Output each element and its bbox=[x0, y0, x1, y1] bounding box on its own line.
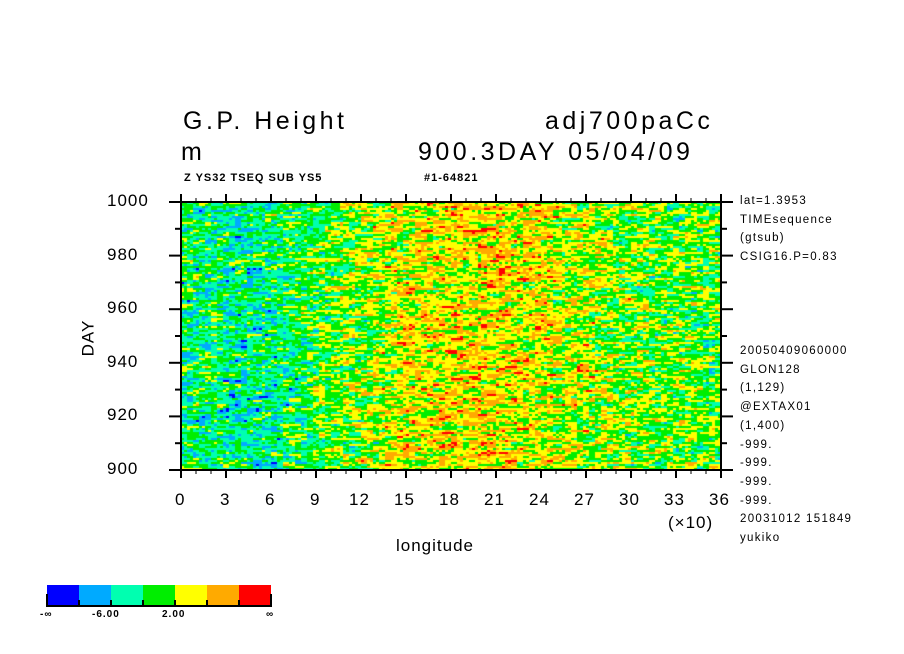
colorbar-tick bbox=[46, 594, 48, 606]
colorbar-label: ∞ bbox=[266, 609, 275, 620]
y-tick-label: 920 bbox=[107, 405, 139, 425]
x-tick-label: 0 bbox=[175, 490, 186, 509]
info-line: 20031012 151849 bbox=[740, 513, 853, 526]
x-axis-label: longitude bbox=[396, 536, 475, 555]
info-line: -999. bbox=[740, 457, 773, 470]
subtitle-right: #1-64821 bbox=[424, 172, 479, 184]
y-tick-label: 960 bbox=[107, 298, 139, 318]
x-tick-label: 33 bbox=[664, 490, 685, 509]
info-line: -999. bbox=[740, 475, 773, 488]
info-line: CSIG16.P=0.83 bbox=[740, 251, 838, 264]
colorbar-swatch bbox=[47, 585, 79, 607]
info-line: (1,400) bbox=[740, 419, 786, 432]
info-line: (gtsub) bbox=[740, 232, 785, 245]
colorbar-swatch bbox=[79, 585, 111, 607]
plot-title: G.P. Height bbox=[183, 107, 348, 135]
colorbar-swatch bbox=[175, 585, 207, 607]
info-line: lat=1.3953 bbox=[740, 195, 808, 207]
heatmap-field bbox=[181, 202, 721, 470]
colorbar-swatch bbox=[143, 585, 175, 607]
x-tick-label: 27 bbox=[574, 490, 595, 509]
info-line: @EXTAX01 bbox=[740, 401, 812, 414]
x-tick-label: 24 bbox=[529, 490, 550, 509]
x-scale-label: (×10) bbox=[668, 513, 714, 532]
info-line: yukiko bbox=[740, 532, 781, 544]
colorbar-label: 2.00 bbox=[162, 609, 186, 620]
colorbar-tick bbox=[270, 594, 272, 606]
unit-label: m bbox=[181, 138, 206, 166]
colorbar-tick bbox=[110, 600, 112, 606]
dataset-name: adj700paCc bbox=[545, 107, 714, 135]
time-label: 900.3DAY 05/04/09 bbox=[418, 138, 694, 166]
info-line: 20050409060000 bbox=[740, 345, 848, 357]
x-tick-label: 18 bbox=[439, 490, 460, 509]
info-line: -999. bbox=[740, 438, 773, 451]
x-tick-label: 30 bbox=[619, 490, 640, 509]
colorbar-swatch bbox=[207, 585, 239, 607]
info-line: TIMEsequence bbox=[740, 213, 833, 226]
colorbar-label: -6.00 bbox=[92, 609, 120, 620]
info-line: (1,129) bbox=[740, 382, 786, 395]
x-tick-label: 15 bbox=[394, 490, 415, 509]
info-line: GLON128 bbox=[740, 363, 801, 376]
colorbar-tick bbox=[206, 600, 208, 606]
x-tick-label: 21 bbox=[484, 490, 505, 509]
colorbar-swatch bbox=[239, 585, 271, 607]
x-tick-label: 9 bbox=[310, 490, 321, 509]
subtitle-left: Z YS32 TSEQ SUB YS5 bbox=[184, 172, 323, 184]
x-tick-label: 36 bbox=[709, 490, 730, 509]
y-tick-label: 900 bbox=[107, 459, 139, 478]
colorbar-tick bbox=[142, 600, 144, 606]
colorbar-baseline bbox=[46, 605, 272, 607]
y-axis-label: DAY bbox=[78, 319, 98, 357]
plot-frame bbox=[180, 201, 722, 471]
colorbar-tick bbox=[78, 600, 80, 606]
y-tick-label: 980 bbox=[107, 244, 139, 264]
x-tick-label: 12 bbox=[349, 490, 370, 509]
colorbar-tick bbox=[174, 600, 176, 606]
x-tick-label: 6 bbox=[265, 490, 276, 509]
y-tick-label: 940 bbox=[107, 351, 139, 371]
colorbar-tick bbox=[238, 600, 240, 606]
y-tick-label: 1000 bbox=[107, 191, 149, 210]
colorbar-swatch bbox=[111, 585, 143, 607]
x-tick-label: 3 bbox=[220, 490, 231, 509]
colorbar-label: -∞ bbox=[40, 609, 53, 620]
info-line: -999. bbox=[740, 494, 773, 507]
